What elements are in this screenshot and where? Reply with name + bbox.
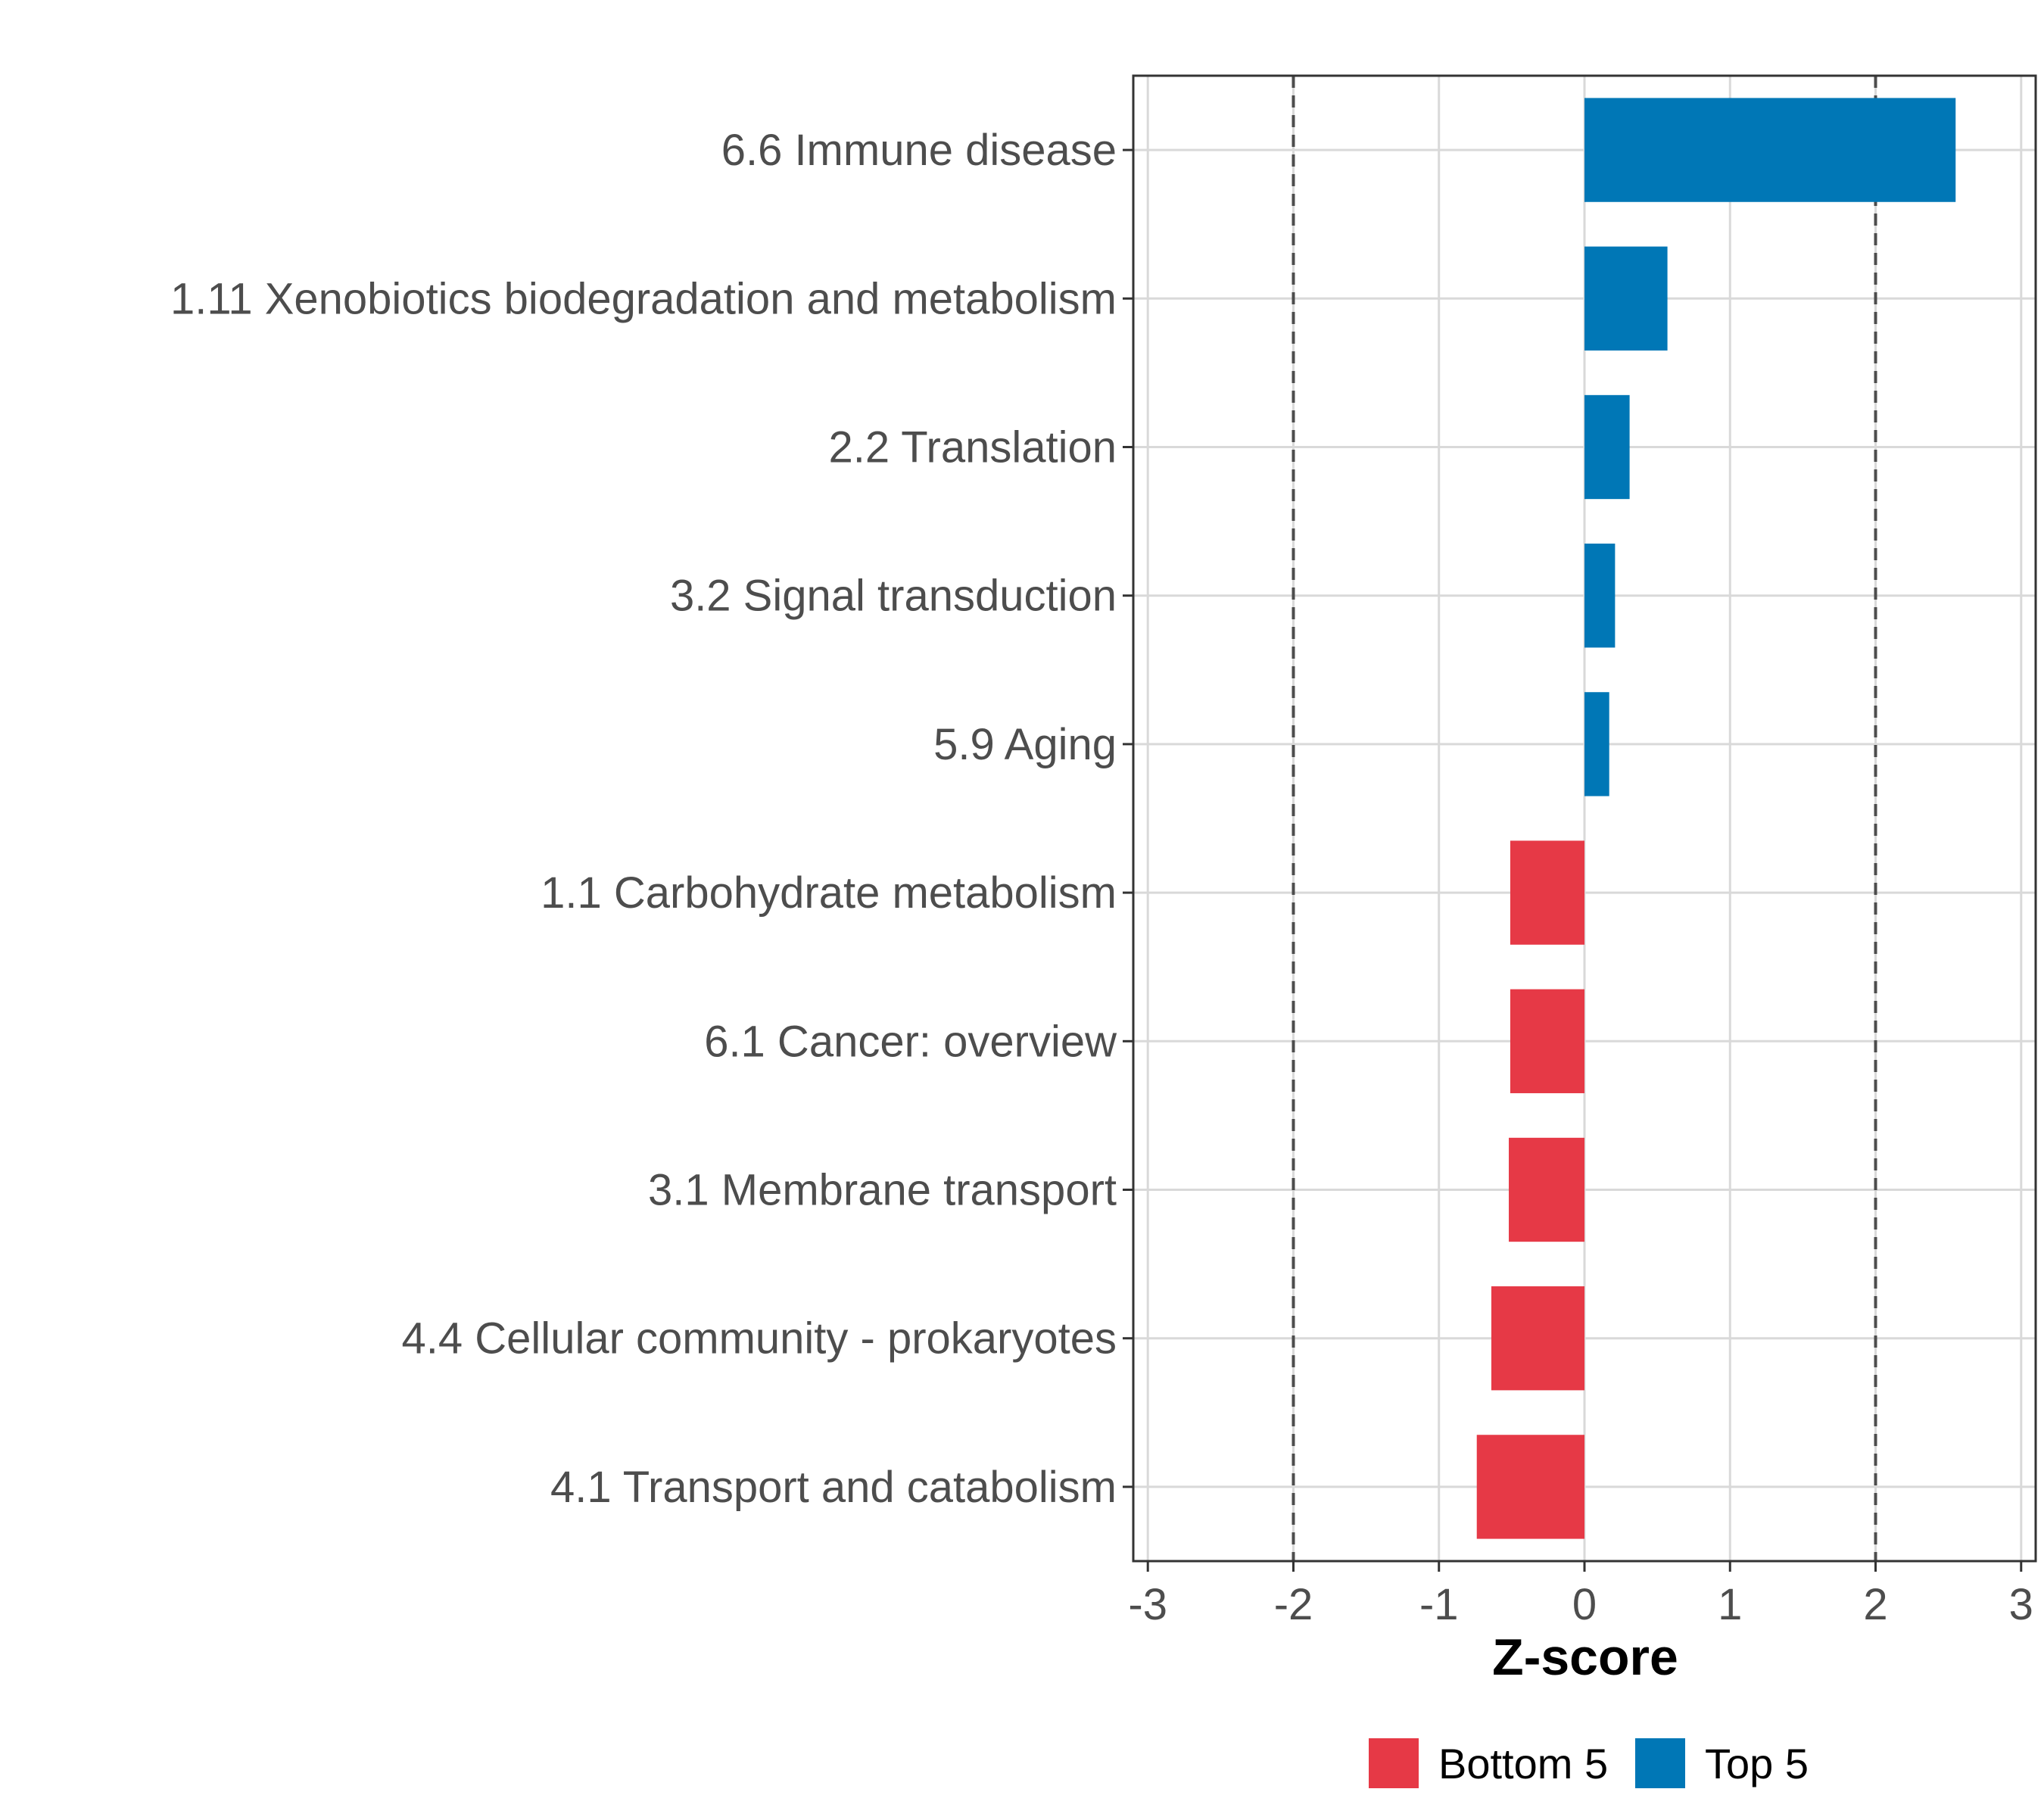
x-axis: -3 -2 -1 0 1 2 3 (1128, 1561, 2033, 1629)
bar (1584, 98, 1956, 202)
y-tick-label: 1.1 Carbohydrate metabolism (541, 868, 1117, 918)
y-tick-label: 5.9 Aging (933, 720, 1117, 769)
bar (1584, 246, 1668, 351)
bar (1476, 1435, 1584, 1539)
y-tick-label: 3.1 Membrane transport (648, 1166, 1117, 1215)
x-tick-label: 1 (1718, 1580, 1742, 1629)
y-tick-label: 3.2 Signal transduction (670, 572, 1117, 621)
reference-lines (1292, 76, 1877, 1561)
bar (1510, 840, 1584, 945)
bar (1584, 394, 1630, 500)
y-tick-label: 4.1 Transport and catabolism (550, 1463, 1117, 1512)
y-tick-label: 4.4 Cellular community - prokaryotes (402, 1314, 1117, 1364)
x-tick-label: 3 (2009, 1580, 2033, 1629)
x-tick-label: -3 (1128, 1580, 1167, 1629)
bar (1491, 1286, 1584, 1391)
legend-label: Bottom 5 (1438, 1740, 1608, 1787)
x-tick-label: -2 (1274, 1580, 1313, 1629)
y-tick-label: 6.1 Cancer: overview (704, 1017, 1117, 1066)
bar (1584, 692, 1609, 796)
legend-key (1369, 1738, 1419, 1788)
y-tick-label: 2.2 Translation (829, 423, 1117, 472)
x-axis-title: Z-score (1492, 1628, 1678, 1686)
y-axis: 6.6 Immune disease 1.11 Xenobiotics biode… (170, 126, 1133, 1512)
bar (1509, 1137, 1584, 1242)
x-tick-label: 0 (1572, 1580, 1597, 1629)
bar (1584, 544, 1616, 648)
y-tick-label: 1.11 Xenobiotics biodegradation and meta… (170, 274, 1117, 323)
legend: Bottom 5 Top 5 (1369, 1738, 1809, 1788)
legend-label: Top 5 (1705, 1740, 1809, 1787)
x-tick-label: -1 (1419, 1580, 1459, 1629)
bars (1476, 98, 1956, 1539)
legend-key (1635, 1738, 1685, 1788)
x-tick-label: 2 (1863, 1580, 1887, 1629)
bar (1510, 989, 1584, 1093)
y-tick-label: 6.6 Immune disease (721, 126, 1117, 175)
